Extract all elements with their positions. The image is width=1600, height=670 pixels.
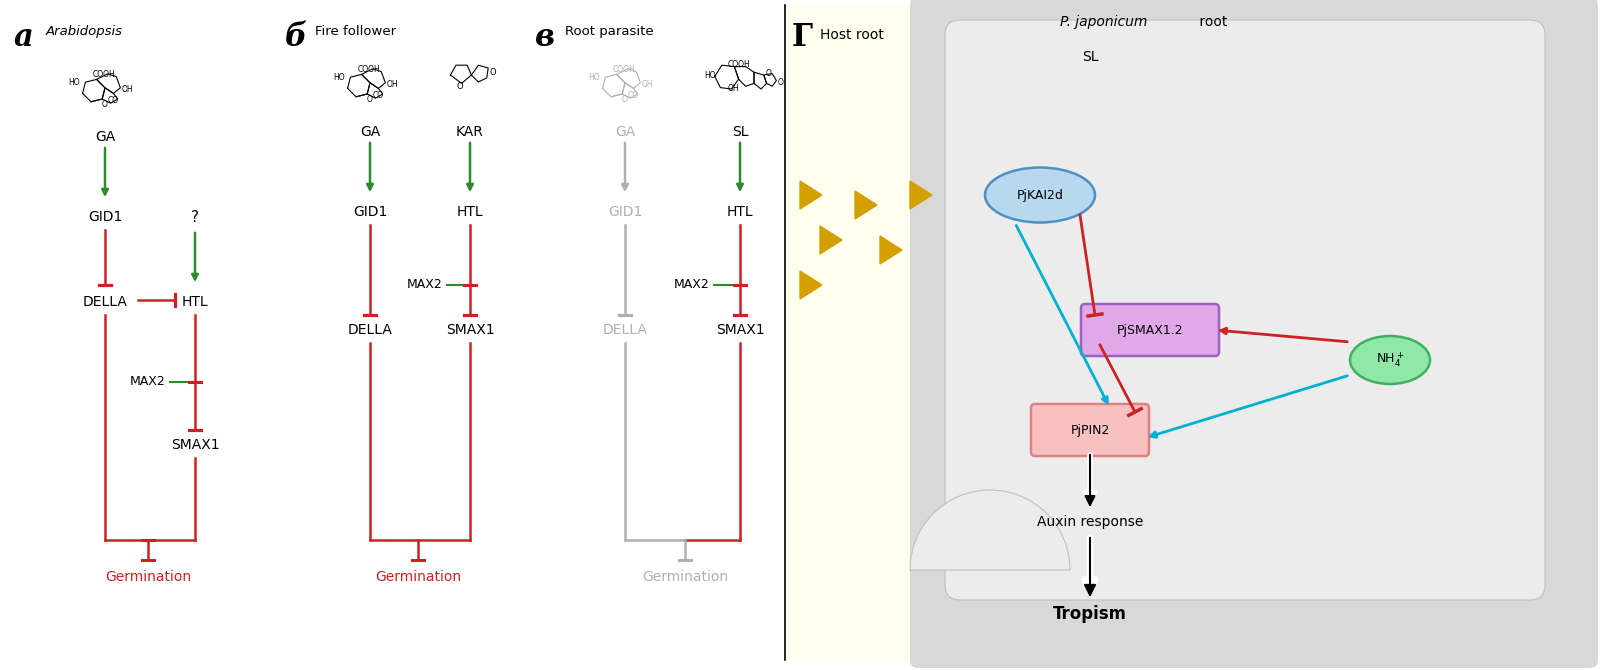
Text: PjSMAX1.2: PjSMAX1.2 <box>1117 324 1184 336</box>
Text: P. japonicum: P. japonicum <box>1059 15 1147 29</box>
Text: Auxin response: Auxin response <box>1037 515 1142 529</box>
Text: GID1: GID1 <box>354 205 387 219</box>
Polygon shape <box>800 181 822 209</box>
Text: Fire follower: Fire follower <box>315 25 397 38</box>
Text: MAX2: MAX2 <box>406 278 443 291</box>
Text: а: а <box>14 22 34 53</box>
FancyBboxPatch shape <box>1030 404 1149 456</box>
Text: PjPIN2: PjPIN2 <box>1070 423 1110 436</box>
Text: O: O <box>458 82 464 91</box>
Text: HO: HO <box>589 73 600 82</box>
Text: HO: HO <box>69 78 80 86</box>
Polygon shape <box>800 271 822 299</box>
Text: SMAX1: SMAX1 <box>715 323 765 337</box>
Text: NH$_4^+$: NH$_4^+$ <box>1376 350 1405 369</box>
Text: GA: GA <box>360 125 381 139</box>
Text: CO: CO <box>107 96 118 105</box>
Text: SMAX1: SMAX1 <box>446 323 494 337</box>
Wedge shape <box>910 490 1070 570</box>
Text: GID1: GID1 <box>88 210 122 224</box>
Text: MAX2: MAX2 <box>130 375 166 388</box>
Text: б: б <box>285 22 307 53</box>
FancyBboxPatch shape <box>946 20 1546 600</box>
Text: PjKAI2d: PjKAI2d <box>1016 188 1064 202</box>
Text: CO: CO <box>627 91 638 100</box>
Text: O: O <box>490 68 496 76</box>
Text: SL: SL <box>1082 50 1098 64</box>
Text: MAX2: MAX2 <box>674 278 710 291</box>
Ellipse shape <box>986 168 1094 222</box>
Text: SMAX1: SMAX1 <box>171 438 219 452</box>
Text: O: O <box>102 100 107 109</box>
Polygon shape <box>880 236 902 264</box>
Text: Tropism: Tropism <box>1053 605 1126 623</box>
Text: HTL: HTL <box>726 205 754 219</box>
Text: Г: Г <box>792 22 813 53</box>
Text: COOH: COOH <box>728 60 750 68</box>
Text: HTL: HTL <box>456 205 483 219</box>
Text: SL: SL <box>731 125 749 139</box>
Text: в: в <box>534 22 555 53</box>
Text: HO: HO <box>333 73 346 82</box>
Text: root: root <box>1195 15 1227 29</box>
Polygon shape <box>854 191 877 219</box>
Text: O: O <box>622 94 627 104</box>
Text: GID1: GID1 <box>608 205 642 219</box>
Text: ?: ? <box>190 210 198 225</box>
Text: GA: GA <box>614 125 635 139</box>
Text: OH: OH <box>642 80 653 88</box>
Text: OH: OH <box>387 80 398 88</box>
FancyBboxPatch shape <box>1082 304 1219 356</box>
Text: DELLA: DELLA <box>603 323 648 337</box>
Text: Germination: Germination <box>642 570 728 584</box>
Text: DELLA: DELLA <box>347 323 392 337</box>
Text: HTL: HTL <box>182 295 208 309</box>
Text: OH: OH <box>726 84 739 93</box>
Text: DELLA: DELLA <box>83 295 128 309</box>
Text: CO: CO <box>373 91 384 100</box>
Text: COOH: COOH <box>93 70 115 78</box>
Text: HO: HO <box>704 70 717 80</box>
Polygon shape <box>910 181 931 209</box>
Text: Germination: Germination <box>106 570 190 584</box>
Text: O: O <box>778 78 784 86</box>
Text: GA: GA <box>94 130 115 144</box>
Text: COOH: COOH <box>613 64 635 74</box>
Text: O: O <box>765 70 771 78</box>
Text: Germination: Germination <box>374 570 461 584</box>
Bar <box>786 5 915 660</box>
Text: Host root: Host root <box>819 28 883 42</box>
Text: Arabidopsis: Arabidopsis <box>46 25 123 38</box>
Text: Root parasite: Root parasite <box>565 25 654 38</box>
Text: OH: OH <box>122 84 133 94</box>
Text: COOH: COOH <box>357 64 379 74</box>
Ellipse shape <box>1350 336 1430 384</box>
Polygon shape <box>819 226 842 254</box>
FancyBboxPatch shape <box>910 0 1598 668</box>
Text: O: O <box>366 94 373 104</box>
Text: KAR: KAR <box>456 125 483 139</box>
